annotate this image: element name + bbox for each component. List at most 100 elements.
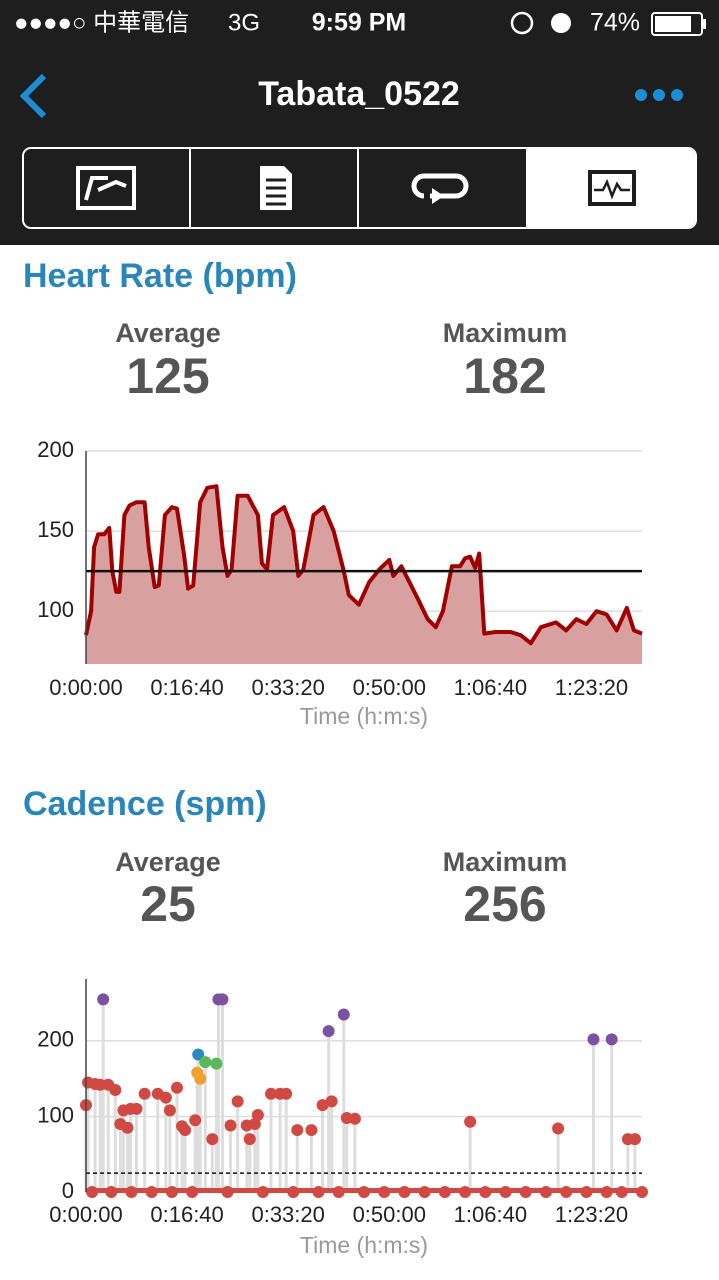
y-tick-label: 200 [37, 1027, 74, 1052]
stat-label: Maximum [443, 318, 568, 348]
y-tick-label: 100 [37, 597, 74, 622]
cadence-point [316, 1099, 329, 1112]
alarm-icon [551, 13, 571, 33]
stat-label: Average [115, 318, 221, 348]
cadence-point [216, 993, 229, 1006]
section-title: Heart Rate (bpm) [23, 257, 297, 295]
tab-charts[interactable] [588, 170, 636, 206]
cadence-point [552, 1122, 565, 1135]
x-tick-label: 1:06:40 [454, 1202, 527, 1227]
section-title: Cadence (spm) [23, 785, 267, 823]
cadence-point [305, 1124, 318, 1137]
stat-value: 125 [126, 348, 209, 404]
cadence-point [600, 1186, 613, 1198]
network: 3G [228, 9, 260, 36]
lock-icon [510, 11, 534, 35]
cadence-point [243, 1133, 256, 1146]
cadence-point [206, 1133, 219, 1146]
cadence-point [170, 1081, 183, 1094]
cadence-point [337, 1008, 350, 1021]
cadence-point [189, 1114, 202, 1127]
cadence-point [125, 1186, 138, 1198]
cadence-point [138, 1087, 151, 1100]
back-button[interactable] [19, 73, 47, 119]
cadence-point [519, 1186, 532, 1198]
cadence-point [378, 1186, 391, 1198]
cadence-point [264, 1087, 277, 1100]
y-tick-label: 200 [37, 437, 74, 462]
battery-icon [651, 12, 703, 36]
cadence-point [438, 1186, 451, 1198]
cadence-point [199, 1056, 212, 1069]
cadence-point [479, 1186, 492, 1198]
cadence-point [358, 1186, 370, 1198]
cadence-point [539, 1186, 552, 1198]
cadence-point [580, 1186, 593, 1198]
cadence-point [499, 1186, 512, 1198]
cadence-point [121, 1121, 134, 1134]
x-tick-label: 1:06:40 [454, 675, 527, 700]
x-tick-label: 0:50:00 [353, 1202, 426, 1227]
cadence-point [398, 1186, 411, 1198]
hr-line [84, 484, 643, 646]
cadence-point [186, 1186, 199, 1198]
y-tick-label: 100 [37, 1102, 74, 1127]
cadence-point [418, 1186, 431, 1198]
cadence-point [192, 1048, 205, 1061]
more-button[interactable] [635, 89, 683, 101]
cadence-point [248, 1118, 261, 1131]
tab-laps[interactable] [411, 173, 469, 204]
cadence-point [322, 1025, 335, 1038]
x-tick-label: 0:00:00 [49, 675, 122, 700]
x-tick-label: 0:16:40 [150, 1202, 223, 1227]
cadence-point [291, 1124, 304, 1137]
x-tick-label: 0:16:40 [150, 675, 223, 700]
battery-text: 74% [590, 9, 640, 37]
stat-value: 256 [463, 876, 546, 932]
x-tick-label: 0:33:20 [251, 675, 324, 700]
cadence-point [224, 1119, 237, 1132]
tab-selected-bg [526, 149, 695, 227]
stat-label: Maximum [443, 847, 568, 877]
cadence-point [159, 1091, 172, 1104]
cadence-point [628, 1133, 641, 1146]
cadence-point [325, 1095, 338, 1108]
battery-level [655, 16, 691, 32]
cadence-point [560, 1186, 573, 1198]
cadence-point [231, 1095, 244, 1108]
x-tick-label: 0:00:00 [49, 1202, 122, 1227]
battery-tip [703, 19, 706, 29]
tab-summary[interactable] [260, 166, 292, 210]
cadence-point [332, 1186, 345, 1198]
x-axis-title: Time (h:m:s) [300, 1232, 428, 1258]
cadence-point [97, 993, 110, 1006]
nav-title: Tabata_0522 [258, 75, 460, 113]
cadence-point [130, 1102, 143, 1115]
cadence-point [636, 1186, 648, 1198]
cadence-point [459, 1186, 472, 1198]
cadence-point [280, 1087, 293, 1100]
y-tick-label: 150 [37, 517, 74, 542]
cadence-point [348, 1112, 361, 1125]
cadence-point [145, 1186, 158, 1198]
x-tick-label: 0:50:00 [353, 675, 426, 700]
x-tick-label: 1:23:20 [555, 675, 628, 700]
x-axis-title: Time (h:m:s) [300, 703, 428, 729]
cadence-point [86, 1186, 99, 1198]
cadence-point [221, 1186, 234, 1198]
stat-label: Average [115, 847, 221, 877]
cadence-point [194, 1072, 207, 1085]
cadence-point [109, 1084, 122, 1097]
tab-map[interactable] [76, 166, 136, 210]
cadence-point [312, 1186, 325, 1198]
cadence-point [179, 1124, 192, 1137]
x-tick-label: 0:33:20 [251, 1202, 324, 1227]
cadence-point [615, 1186, 628, 1198]
stat-value: 25 [140, 876, 196, 932]
clock: 9:59 PM [312, 9, 406, 37]
hr-area [86, 486, 642, 664]
x-tick-label: 1:23:20 [555, 1202, 628, 1227]
carrier: ●●●●○ 中華電信 [14, 9, 189, 36]
